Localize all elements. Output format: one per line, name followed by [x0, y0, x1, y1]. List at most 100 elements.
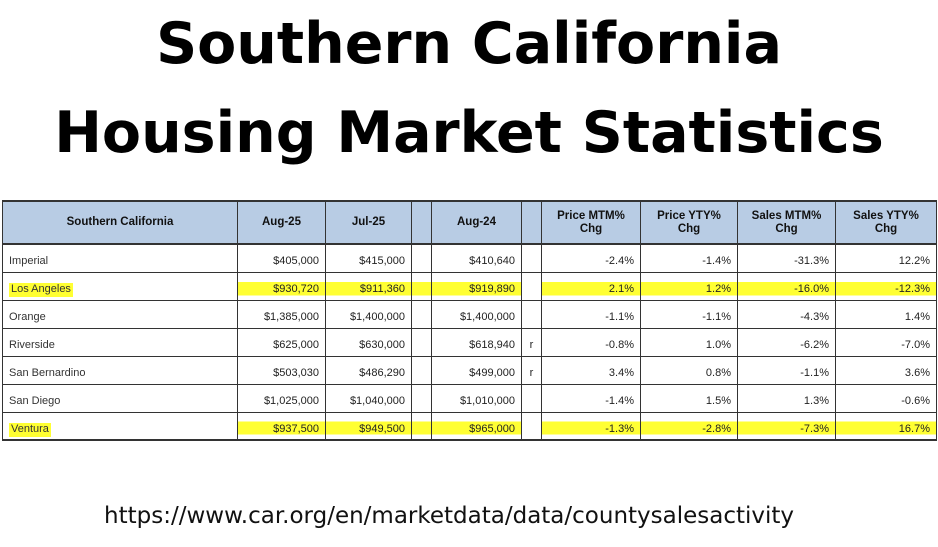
- table-body: Imperial $405,000 $415,000 $410,640 -2.4% -1.…: [2, 243, 937, 441]
- cell-sales-yty: -7.0%: [835, 327, 937, 357]
- cell-spacer: [411, 411, 432, 441]
- cell-sales-mtm: -4.3%: [737, 299, 836, 329]
- cell-aug-25: $1,025,000: [237, 383, 326, 413]
- cell-revision-flag: r: [521, 355, 542, 385]
- cell-price-mtm: -1.1%: [541, 299, 641, 329]
- table-row: San Bernardino $503,030 $486,290 $499,000 r 3…: [2, 355, 937, 385]
- header-sales-mtm: Sales MTM% Chg: [737, 200, 836, 245]
- table-row: Ventura $937,500 $949,500 $965,000 -1.3% -2.8…: [2, 411, 937, 441]
- cell-price-yty: 1.2%: [640, 271, 738, 301]
- cell-aug-25: $625,000: [237, 327, 326, 357]
- cell-revision-flag: [521, 271, 542, 301]
- cell-aug-25: $1,385,000: [237, 299, 326, 329]
- cell-revision-flag: [521, 243, 542, 273]
- cell-jul-25: $911,360: [325, 271, 412, 301]
- cell-jul-25: $630,000: [325, 327, 412, 357]
- table-row: San Diego $1,025,000 $1,040,000 $1,010,000-…: [2, 383, 937, 413]
- cell-aug-24: $1,400,000: [431, 299, 522, 329]
- cell-price-mtm: -1.4%: [541, 383, 641, 413]
- cell-sales-mtm: -6.2%: [737, 327, 836, 357]
- cell-jul-25: $415,000: [325, 243, 412, 273]
- header-region: Southern California: [2, 200, 238, 245]
- cell-region: San Diego: [2, 383, 238, 413]
- region-name: San Diego: [9, 395, 61, 407]
- region-name: Riverside: [9, 339, 55, 351]
- cell-spacer: [411, 299, 432, 329]
- page-title-line-1: Southern California: [156, 11, 782, 77]
- table-row: Orange $1,385,000 $1,400,000 $1,400,000 -1.1…: [2, 299, 937, 329]
- cell-sales-yty: 1.4%: [835, 299, 937, 329]
- cell-sales-yty: 3.6%: [835, 355, 937, 385]
- header-spacer-1: [411, 200, 432, 245]
- cell-price-yty: -1.1%: [640, 299, 738, 329]
- cell-price-mtm: -2.4%: [541, 243, 641, 273]
- region-name: Orange: [9, 311, 46, 323]
- cell-region: Imperial: [2, 243, 238, 273]
- cell-sales-mtm: -7.3%: [737, 411, 836, 441]
- source-url: https://www.car.org/en/marketdata/data/c…: [104, 503, 795, 529]
- header-price-yty: Price YTY% Chg: [640, 200, 738, 245]
- cell-spacer: [411, 327, 432, 357]
- cell-revision-flag: [521, 411, 542, 441]
- header-aug-25: Aug-25: [237, 200, 326, 245]
- cell-sales-yty: 16.7%: [835, 411, 937, 441]
- region-name: Ventura: [9, 422, 51, 435]
- region-name: Imperial: [9, 255, 49, 268]
- header-price-mtm: Price MTM% Chg: [541, 200, 641, 245]
- cell-aug-25: $405,000: [237, 243, 326, 273]
- header-sales-yty: Sales YTY% Chg: [835, 200, 937, 245]
- cell-revision-flag: [521, 299, 542, 329]
- cell-price-mtm: 3.4%: [541, 355, 641, 385]
- housing-stats-table: Southern California Aug-25 Jul-25 Aug-24…: [2, 200, 937, 441]
- cell-sales-yty: 12.2%: [835, 243, 937, 273]
- cell-sales-mtm: -16.0%: [737, 271, 836, 301]
- cell-aug-24: $618,940: [431, 327, 522, 357]
- cell-aug-25: $930,720: [237, 271, 326, 301]
- header-aug-24: Aug-24: [431, 200, 522, 245]
- cell-spacer: [411, 355, 432, 385]
- cell-price-mtm: 2.1%: [541, 271, 641, 301]
- cell-jul-25: $949,500: [325, 411, 412, 441]
- table-header-row: Southern California Aug-25 Jul-25 Aug-24…: [2, 200, 937, 245]
- cell-aug-24: $410,640: [431, 243, 522, 273]
- cell-jul-25: $486,290: [325, 355, 412, 385]
- cell-aug-25: $503,030: [237, 355, 326, 385]
- cell-price-yty: -2.8%: [640, 411, 738, 441]
- cell-price-yty: 1.0%: [640, 327, 738, 357]
- cell-spacer: [411, 243, 432, 273]
- cell-spacer: [411, 271, 432, 301]
- cell-aug-24: $965,000: [431, 411, 522, 441]
- cell-spacer: [411, 383, 432, 413]
- cell-aug-24: $499,000: [431, 355, 522, 385]
- cell-sales-yty: -0.6%: [835, 383, 937, 413]
- cell-price-yty: 0.8%: [640, 355, 738, 385]
- cell-price-yty: 1.5%: [640, 383, 738, 413]
- region-name: Los Angeles: [9, 283, 73, 295]
- cell-sales-mtm: -1.1%: [737, 355, 836, 385]
- cell-price-mtm: -1.3%: [541, 411, 641, 441]
- cell-sales-mtm: -31.3%: [737, 243, 836, 273]
- cell-price-mtm: -0.8%: [541, 327, 641, 357]
- cell-jul-25: $1,400,000: [325, 299, 412, 329]
- cell-sales-yty: -12.3%: [835, 271, 937, 301]
- cell-aug-25: $937,500: [237, 411, 326, 441]
- table-row: Imperial $405,000 $415,000 $410,640 -2.4% -1.…: [2, 243, 937, 273]
- header-spacer-2: [521, 200, 542, 245]
- cell-aug-24: $919,890: [431, 271, 522, 301]
- cell-aug-24: $1,010,000: [431, 383, 522, 413]
- cell-revision-flag: [521, 383, 542, 413]
- table-row: Riverside $625,000 $630,000 $618,940 r -0.8% 1…: [2, 327, 937, 357]
- cell-jul-25: $1,040,000: [325, 383, 412, 413]
- page-title-line-2: Housing Market Statistics: [54, 100, 884, 166]
- table-row: Los Angeles $930,720 $911,360 $919,890 2.1% 1…: [2, 271, 937, 301]
- cell-price-yty: -1.4%: [640, 243, 738, 273]
- cell-region: San Bernardino: [2, 355, 238, 385]
- cell-sales-mtm: 1.3%: [737, 383, 836, 413]
- cell-region: Riverside: [2, 327, 238, 357]
- cell-region: Ventura: [2, 411, 238, 441]
- region-name: San Bernardino: [9, 367, 86, 379]
- cell-region: Los Angeles: [2, 271, 238, 301]
- cell-revision-flag: r: [521, 327, 542, 357]
- cell-region: Orange: [2, 299, 238, 329]
- header-jul-25: Jul-25: [325, 200, 412, 245]
